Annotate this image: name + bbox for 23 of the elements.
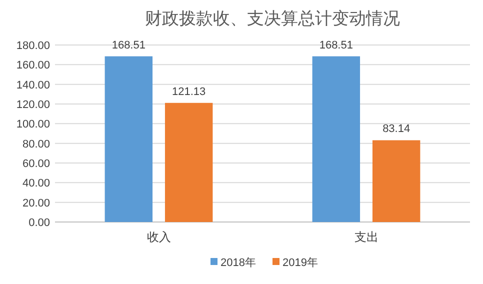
y-tick-label: 80.00 (22, 138, 50, 150)
y-tick-label: 180.00 (16, 40, 50, 52)
y-tick-label: 60.00 (22, 158, 50, 170)
y-tick-label: 140.00 (16, 79, 50, 92)
y-tick-label: 160.00 (16, 60, 50, 72)
y-tick-label: 0.00 (28, 217, 50, 229)
bar (164, 102, 213, 222)
bar (312, 56, 360, 222)
y-tick-label: 100.00 (16, 118, 50, 131)
x-tick-label: 支出 (354, 230, 378, 244)
data-label: 168.51 (112, 39, 146, 52)
y-tick-label: 40.00 (22, 178, 50, 190)
y-tick-label: 120.00 (16, 99, 50, 111)
y-tick-label: 20.00 (22, 197, 50, 210)
chart-title: 财政拨款收、支决算总计变动情况 (145, 9, 400, 28)
legend-label: 2019年 (282, 257, 318, 269)
data-label: 121.13 (172, 86, 206, 98)
bar (104, 56, 153, 222)
x-tick-label: 收入 (146, 230, 171, 244)
data-label: 83.14 (382, 123, 410, 136)
data-label: 168.51 (319, 39, 353, 52)
legend-label: 2018年 (220, 257, 256, 269)
bar (372, 140, 420, 222)
